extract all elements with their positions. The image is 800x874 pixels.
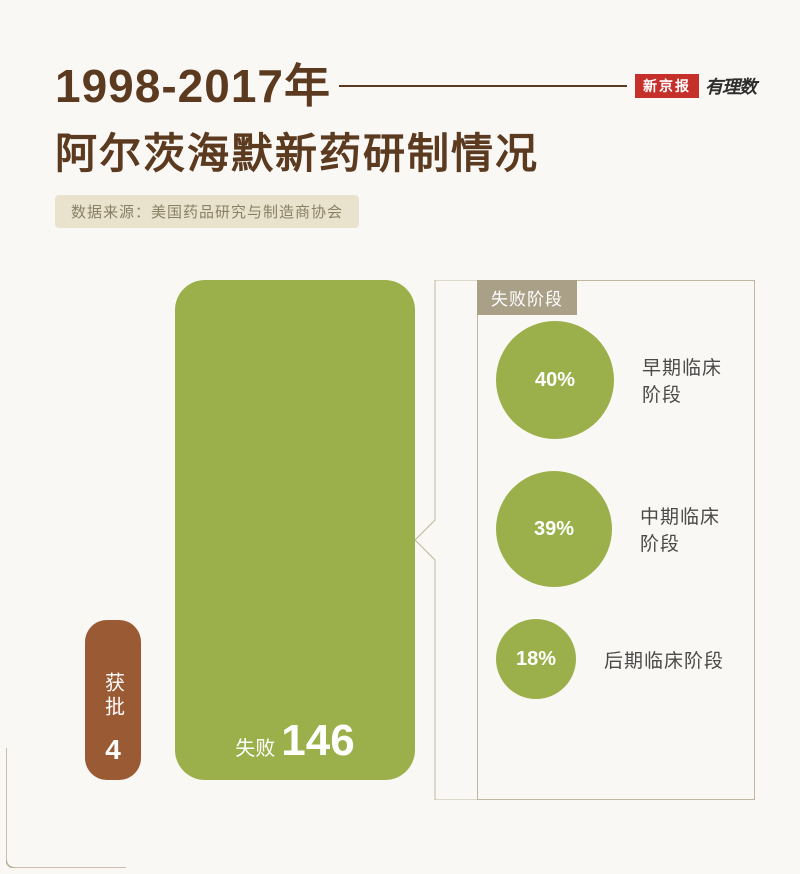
- header-line: [339, 85, 627, 87]
- detail-box: 失败阶段 40% 早期临床阶段 39% 中期临床阶段 18% 后期临床阶段: [477, 280, 755, 800]
- detail-label: 后期临床阶段: [604, 646, 724, 673]
- detail-rows: 40% 早期临床阶段 39% 中期临床阶段 18% 后期临床阶段: [478, 281, 754, 717]
- bar-approved-label: 获批: [99, 672, 128, 720]
- logo-badge: 新京报: [635, 74, 699, 98]
- logo-script: 有理数: [701, 73, 760, 99]
- logo: 新京报 有理数: [635, 73, 760, 99]
- detail-label: 早期临床阶段: [642, 353, 736, 407]
- bar-failed-row: 失败 146: [235, 716, 354, 766]
- header: 1998-2017年 新京报 有理数 阿尔茨海默新药研制情况 数据来源：美国药品…: [55, 50, 760, 228]
- year-row: 1998-2017年 新京报 有理数: [55, 50, 760, 116]
- detail-label: 中期临床阶段: [640, 502, 736, 556]
- detail-header: 失败阶段: [477, 280, 577, 315]
- bracket-connector: [415, 280, 477, 800]
- bar-failed-label: 失败: [235, 732, 275, 761]
- bar-failed-value: 146: [281, 716, 354, 766]
- detail-row: 40% 早期临床阶段: [496, 321, 736, 439]
- detail-row: 39% 中期临床阶段: [496, 471, 736, 587]
- detail-row: 18% 后期临床阶段: [496, 619, 736, 699]
- bar-failed: 失败 146: [175, 280, 415, 780]
- detail-circle: 18%: [496, 619, 576, 699]
- detail-circle: 39%: [496, 471, 612, 587]
- source-pill: 数据来源：美国药品研究与制造商协会: [55, 195, 359, 228]
- corner-ornament: [6, 748, 126, 868]
- year-title: 1998-2017年: [55, 50, 331, 116]
- subtitle: 阿尔茨海默新药研制情况: [55, 120, 760, 181]
- chart-area: 获批 4 失败 146 失败阶段 40%早期临床阶段39%中期临床阶段18%后期…: [55, 260, 755, 820]
- detail-circle: 40%: [496, 321, 614, 439]
